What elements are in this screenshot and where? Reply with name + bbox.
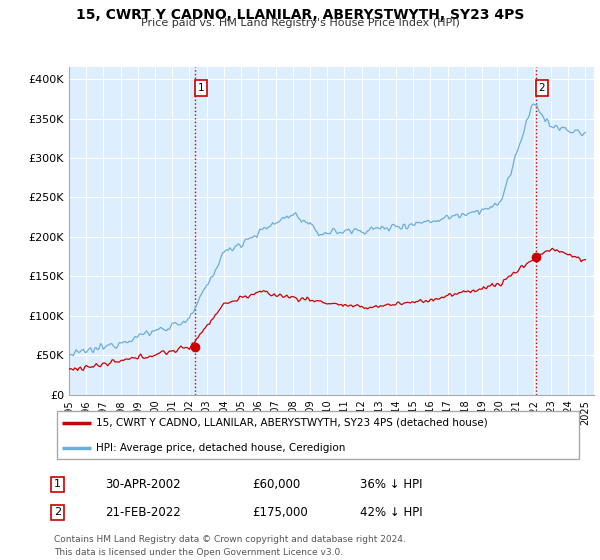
Text: HPI: Average price, detached house, Ceredigion: HPI: Average price, detached house, Cere… <box>96 443 346 453</box>
Text: 42% ↓ HPI: 42% ↓ HPI <box>360 506 422 519</box>
Text: 15, CWRT Y CADNO, LLANILAR, ABERYSTWYTH, SY23 4PS: 15, CWRT Y CADNO, LLANILAR, ABERYSTWYTH,… <box>76 8 524 22</box>
Text: 2: 2 <box>539 83 545 93</box>
Text: 36% ↓ HPI: 36% ↓ HPI <box>360 478 422 491</box>
Text: 21-FEB-2022: 21-FEB-2022 <box>105 506 181 519</box>
Text: Contains HM Land Registry data © Crown copyright and database right 2024.
This d: Contains HM Land Registry data © Crown c… <box>54 535 406 557</box>
Text: 1: 1 <box>198 83 205 93</box>
Text: £175,000: £175,000 <box>252 506 308 519</box>
Text: £60,000: £60,000 <box>252 478 300 491</box>
Text: 30-APR-2002: 30-APR-2002 <box>105 478 181 491</box>
Text: 1: 1 <box>54 479 61 489</box>
Text: 2: 2 <box>54 507 61 517</box>
FancyBboxPatch shape <box>56 412 580 459</box>
Text: Price paid vs. HM Land Registry's House Price Index (HPI): Price paid vs. HM Land Registry's House … <box>140 18 460 28</box>
Text: 15, CWRT Y CADNO, LLANILAR, ABERYSTWYTH, SY23 4PS (detached house): 15, CWRT Y CADNO, LLANILAR, ABERYSTWYTH,… <box>96 418 488 428</box>
